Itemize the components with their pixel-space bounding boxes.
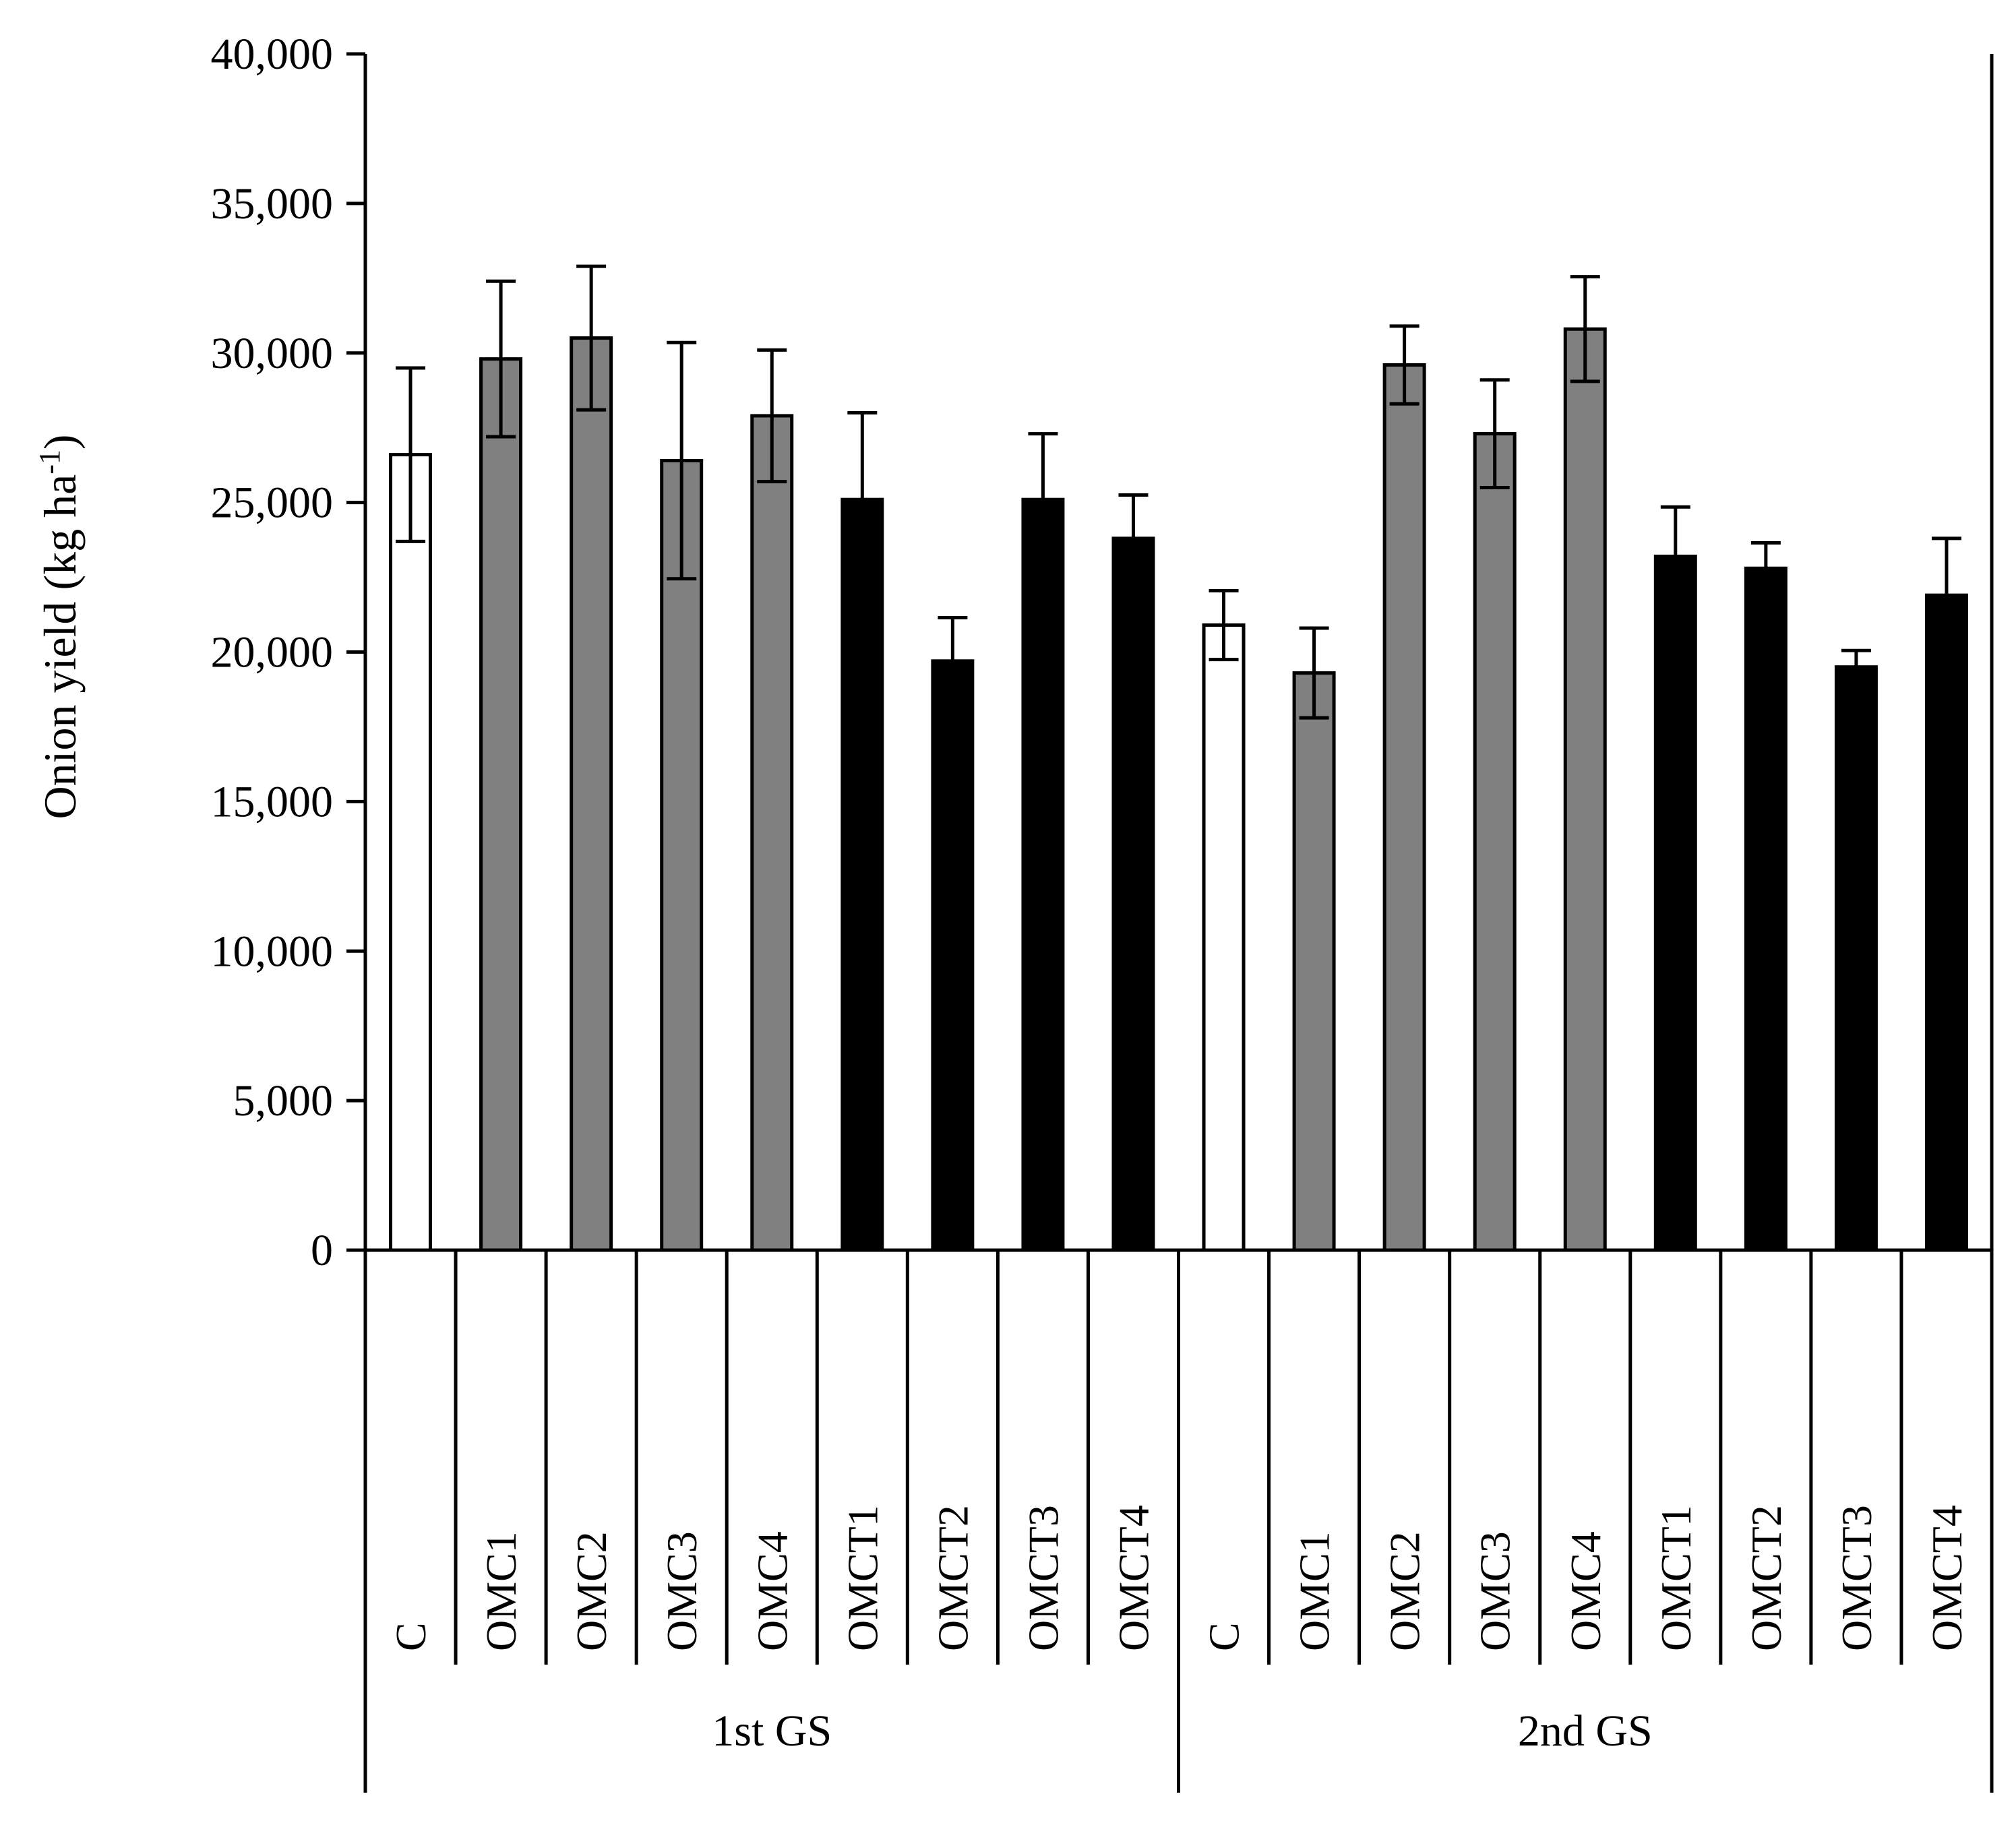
category-label: C — [1200, 1622, 1248, 1651]
category-label: OMCT4 — [1109, 1505, 1157, 1651]
y-tick-label: 5,000 — [233, 1076, 334, 1125]
bars — [389, 327, 1968, 1252]
y-axis-title-main: Onion yield (kg ha — [34, 474, 86, 820]
category-labels: C OMC1 OMC2 OMC3 OMC4 OMCT1 OMCT2 OMCT3 OMCT4 C OM… — [387, 1505, 1971, 1651]
y-tick-label: 20,000 — [211, 628, 334, 677]
category-label: OMC3 — [658, 1531, 706, 1651]
group-labels: 1st GS 2nd GS — [712, 1706, 1652, 1756]
y-tick-label: 30,000 — [211, 329, 334, 378]
error-bars — [396, 264, 1961, 720]
category-label: OMC2 — [1381, 1531, 1429, 1651]
bar-1st-gs-c — [389, 453, 433, 1252]
y-axis-title-close: ) — [34, 434, 86, 450]
bar-1st-gs-omc2 — [570, 336, 613, 1252]
bar-2nd-gs-omct4 — [1924, 593, 1968, 1252]
bar-2nd-gs-c — [1202, 623, 1246, 1252]
bar-2nd-gs-omc2 — [1382, 363, 1426, 1252]
y-tick-label: 15,000 — [211, 777, 334, 826]
category-label: OMCT2 — [1742, 1505, 1790, 1651]
category-label: OMCT3 — [1833, 1505, 1881, 1651]
category-label: OMC1 — [477, 1531, 525, 1651]
category-label: OMCT4 — [1923, 1505, 1971, 1651]
bar-1st-gs-omc4 — [750, 414, 794, 1252]
category-label: OMCT1 — [1652, 1505, 1700, 1651]
category-label: OMCT3 — [1019, 1505, 1067, 1651]
category-label: OMCT2 — [929, 1505, 977, 1651]
bar-2nd-gs-omct2 — [1744, 566, 1788, 1252]
bar-2nd-gs-omc1 — [1292, 671, 1336, 1252]
bar-2nd-gs-omct3 — [1834, 665, 1878, 1252]
bar-1st-gs-omct1 — [841, 497, 884, 1252]
bar-2nd-gs-omc3 — [1473, 432, 1517, 1252]
y-tick-label: 25,000 — [211, 478, 334, 528]
y-axis-title-sup: -1 — [33, 450, 66, 474]
y-axis-ticks: 0 5,000 10,000 15,000 20,000 25,000 30,000 35,0… — [211, 30, 365, 1275]
bar-1st-gs-omct4 — [1111, 536, 1155, 1252]
y-tick-label: 10,000 — [211, 927, 334, 976]
category-label: C — [387, 1622, 435, 1651]
y-axis-title: Onion yield (kg ha-1) — [33, 434, 86, 819]
bar-1st-gs-omct3 — [1021, 497, 1065, 1252]
bar-2nd-gs-omct1 — [1653, 555, 1697, 1252]
group-label: 2nd GS — [1518, 1706, 1653, 1756]
bar-1st-gs-omct2 — [931, 659, 975, 1252]
category-label: OMC4 — [748, 1531, 796, 1651]
axes — [363, 54, 1994, 1793]
y-tick-label: 35,000 — [211, 179, 334, 228]
y-tick-label: 0 — [311, 1226, 333, 1275]
category-label: OMC3 — [1471, 1531, 1519, 1651]
group-label: 1st GS — [712, 1706, 832, 1756]
category-label: OMC2 — [568, 1531, 615, 1651]
y-tick-label: 40,000 — [211, 30, 334, 79]
bar-2nd-gs-omc4 — [1563, 327, 1607, 1252]
category-label: OMC4 — [1562, 1531, 1610, 1651]
category-label: OMCT1 — [838, 1505, 886, 1651]
category-label: OMC1 — [1291, 1531, 1339, 1651]
bar-1st-gs-omc1 — [479, 357, 523, 1252]
